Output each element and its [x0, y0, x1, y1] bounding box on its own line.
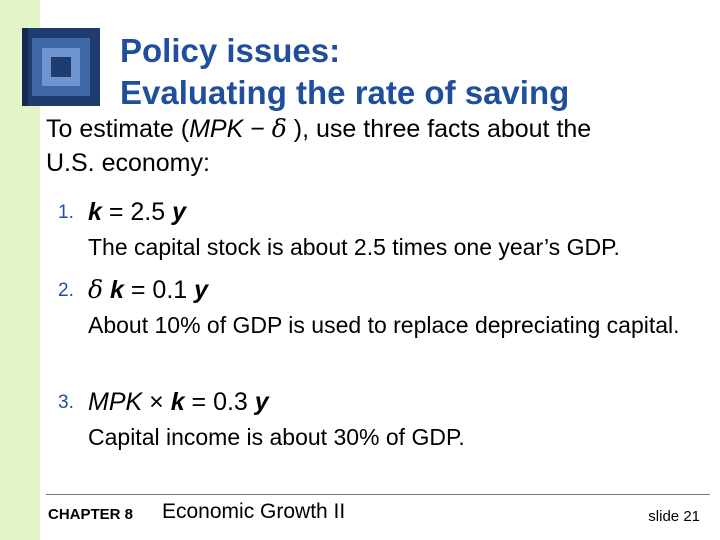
- fact-number: 1.: [58, 202, 74, 223]
- footer-slide-number: slide 21: [648, 508, 700, 525]
- intro-delta: δ: [271, 114, 287, 143]
- title-line-1: Policy issues:: [120, 32, 341, 69]
- intro-mpk: MPK: [189, 115, 244, 143]
- intro-suffix: ), use three facts about the: [286, 115, 592, 143]
- fact-number: 2.: [58, 280, 74, 301]
- intro-prefix: To estimate (: [46, 115, 190, 143]
- formula-k: k: [103, 276, 124, 304]
- formula-k: k: [88, 198, 102, 226]
- fact-description: The capital stock is about 2.5 times one…: [88, 234, 620, 260]
- footer-chapter-title: Economic Growth II: [162, 500, 346, 523]
- formula-times: ×: [142, 388, 171, 416]
- footer-divider: [46, 494, 710, 495]
- footer-chapter: CHAPTER 8: [48, 506, 134, 523]
- title-line-2: Evaluating the rate of saving: [120, 74, 570, 111]
- slide-title: Policy issues: Evaluating the rate of sa…: [120, 30, 569, 114]
- formula-k: k: [170, 388, 185, 416]
- fact-formula: δ k = 0.1 y: [88, 274, 208, 306]
- intro-text: To estimate (MPK − δ ), use three facts …: [46, 112, 706, 180]
- fact-formula: MPK × k = 0.3 y: [88, 386, 269, 418]
- intro-minus: −: [243, 115, 272, 143]
- fact-description: About 10% of GDP is used to replace depr…: [88, 312, 680, 338]
- fact-number: 3.: [58, 392, 74, 413]
- fact-formula: k = 2.5 y: [88, 196, 186, 228]
- formula-eq: = 2.5: [101, 198, 173, 226]
- formula-y: y: [172, 198, 187, 226]
- formula-mpk: MPK: [88, 388, 143, 416]
- formula-y: y: [254, 388, 269, 416]
- formula-y: y: [194, 276, 209, 304]
- formula-eq: = 0.3: [184, 388, 255, 416]
- formula-eq: = 0.1: [123, 276, 195, 304]
- intro-line-2: U.S. economy:: [46, 149, 210, 177]
- nested-squares-logo-icon: [22, 28, 100, 106]
- formula-delta: δ: [88, 275, 104, 304]
- intro-line-1: To estimate (MPK − δ ), use three facts …: [46, 112, 706, 146]
- fact-description: Capital income is about 30% of GDP.: [88, 424, 465, 450]
